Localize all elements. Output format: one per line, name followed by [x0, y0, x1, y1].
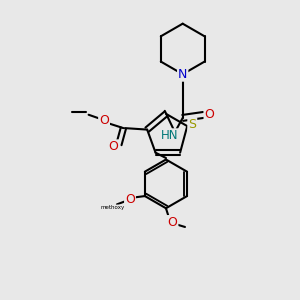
Text: methoxy: methoxy: [110, 208, 116, 209]
Text: HN: HN: [160, 129, 178, 142]
Text: methoxy: methoxy: [100, 205, 124, 210]
Text: N: N: [178, 68, 188, 81]
Text: S: S: [188, 118, 196, 131]
Text: O: O: [125, 193, 135, 206]
Text: O: O: [168, 216, 177, 229]
Text: methoxy: methoxy: [107, 207, 113, 208]
Text: O: O: [109, 140, 118, 153]
Text: O: O: [205, 108, 214, 121]
Text: O: O: [99, 114, 109, 127]
